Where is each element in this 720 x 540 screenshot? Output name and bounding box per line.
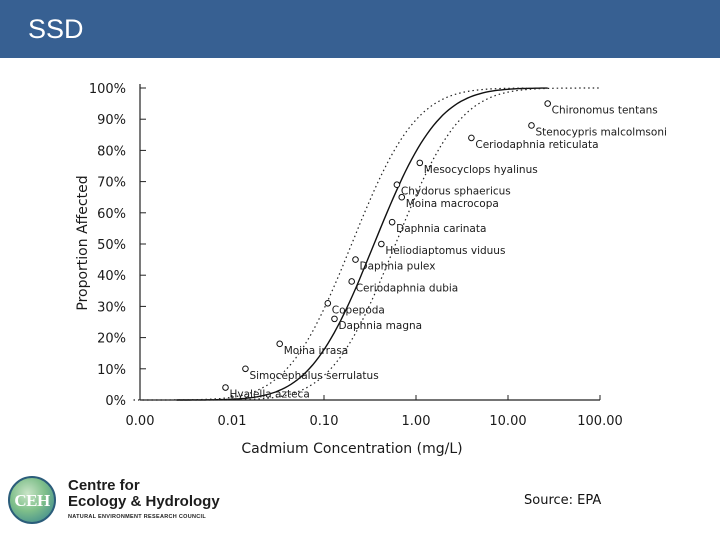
x-tick-label: 0.01: [218, 414, 247, 429]
source-note: Source: EPA: [524, 493, 602, 508]
x-tick-label: 1.00: [402, 414, 431, 429]
ceh-logo: CEH Centre for Ecology & Hydrology NATUR…: [8, 474, 248, 526]
logo-text-line3: NATURAL ENVIRONMENT RESEARCH COUNCIL: [68, 514, 207, 520]
data-point: [544, 100, 551, 107]
y-tick-label: 60%: [97, 207, 126, 222]
x-tick-label: 100.00: [577, 414, 623, 429]
data-point: [352, 256, 359, 263]
x-tick-label: 10.00: [489, 414, 526, 429]
y-tick-label: 20%: [97, 332, 126, 347]
data-point: [388, 218, 396, 226]
data-point-label: Daphnia carinata: [396, 223, 486, 235]
y-tick-label: 30%: [97, 300, 126, 315]
y-tick-label: 80%: [97, 144, 126, 159]
data-point-label: Mesocyclops hyalinus: [424, 164, 538, 176]
logo-text-line2: Ecology & Hydrology: [68, 493, 220, 510]
y-tick-label: 10%: [97, 363, 126, 378]
data-point: [528, 122, 535, 129]
title-bar: SSD: [0, 0, 720, 58]
data-point: [468, 134, 475, 142]
data-point: [331, 315, 338, 323]
data-point: [242, 365, 249, 373]
data-point-label: Daphnia magna: [338, 320, 422, 332]
data-point-label: Moina macrocopa: [406, 198, 499, 210]
y-tick-label: 50%: [97, 238, 126, 253]
data-point: [324, 299, 332, 307]
y-axis-label: Proportion Affected: [75, 175, 91, 310]
ceh-logo-mark: CEH: [8, 476, 56, 524]
data-point-label: Ceriodaphnia reticulata: [475, 139, 598, 151]
data-point: [276, 340, 284, 348]
data-point-label: Heliodiaptomus viduus: [385, 245, 505, 257]
data-point: [398, 193, 406, 201]
data-point: [348, 278, 355, 285]
y-tick-label: 90%: [97, 113, 126, 128]
x-axis-label: Cadmium Concentration (mg/L): [241, 441, 462, 457]
y-tick-label: 70%: [97, 176, 126, 191]
x-tick-label: 0.10: [310, 414, 339, 429]
x-tick-label: 0.00: [126, 414, 155, 429]
fitted-curve: [176, 87, 548, 401]
chart-axes: 0% 10% 20% 30% 40% 50% 60% 70% 80% 90% 100% 0.00 0.0…: [89, 82, 623, 429]
y-tick-label: 40%: [97, 269, 126, 284]
y-tick-label: 100%: [89, 82, 126, 97]
data-point-label: Chydorus sphaericus: [401, 186, 511, 198]
data-point: [222, 384, 229, 391]
logo-text-line1: Centre for: [68, 477, 140, 494]
chart-points: Hyalella azteca Simocephalus serrulatus Mo…: [222, 100, 667, 401]
data-point: [393, 181, 401, 189]
chart-curves: [133, 87, 600, 401]
data-point: [378, 240, 385, 248]
slide-title: SSD: [28, 14, 84, 44]
data-point-label: Stenocypris malcolmsoni: [535, 126, 666, 138]
data-point-label: Ceriodaphnia dubia: [356, 282, 459, 294]
data-point-label: Copepoda: [332, 304, 385, 316]
data-point-label: Daphnia pulex: [360, 261, 436, 273]
data-point: [416, 159, 424, 167]
data-point-label: Chironomus tentans: [552, 105, 658, 117]
data-point-label: Hyalella azteca: [230, 389, 310, 401]
ceh-logo-abbrev: CEH: [14, 491, 50, 510]
y-tick-label: 0%: [105, 394, 126, 409]
data-point-label: Moina irrasa: [284, 345, 349, 357]
data-point-label: Simocephalus serrulatus: [249, 370, 378, 382]
